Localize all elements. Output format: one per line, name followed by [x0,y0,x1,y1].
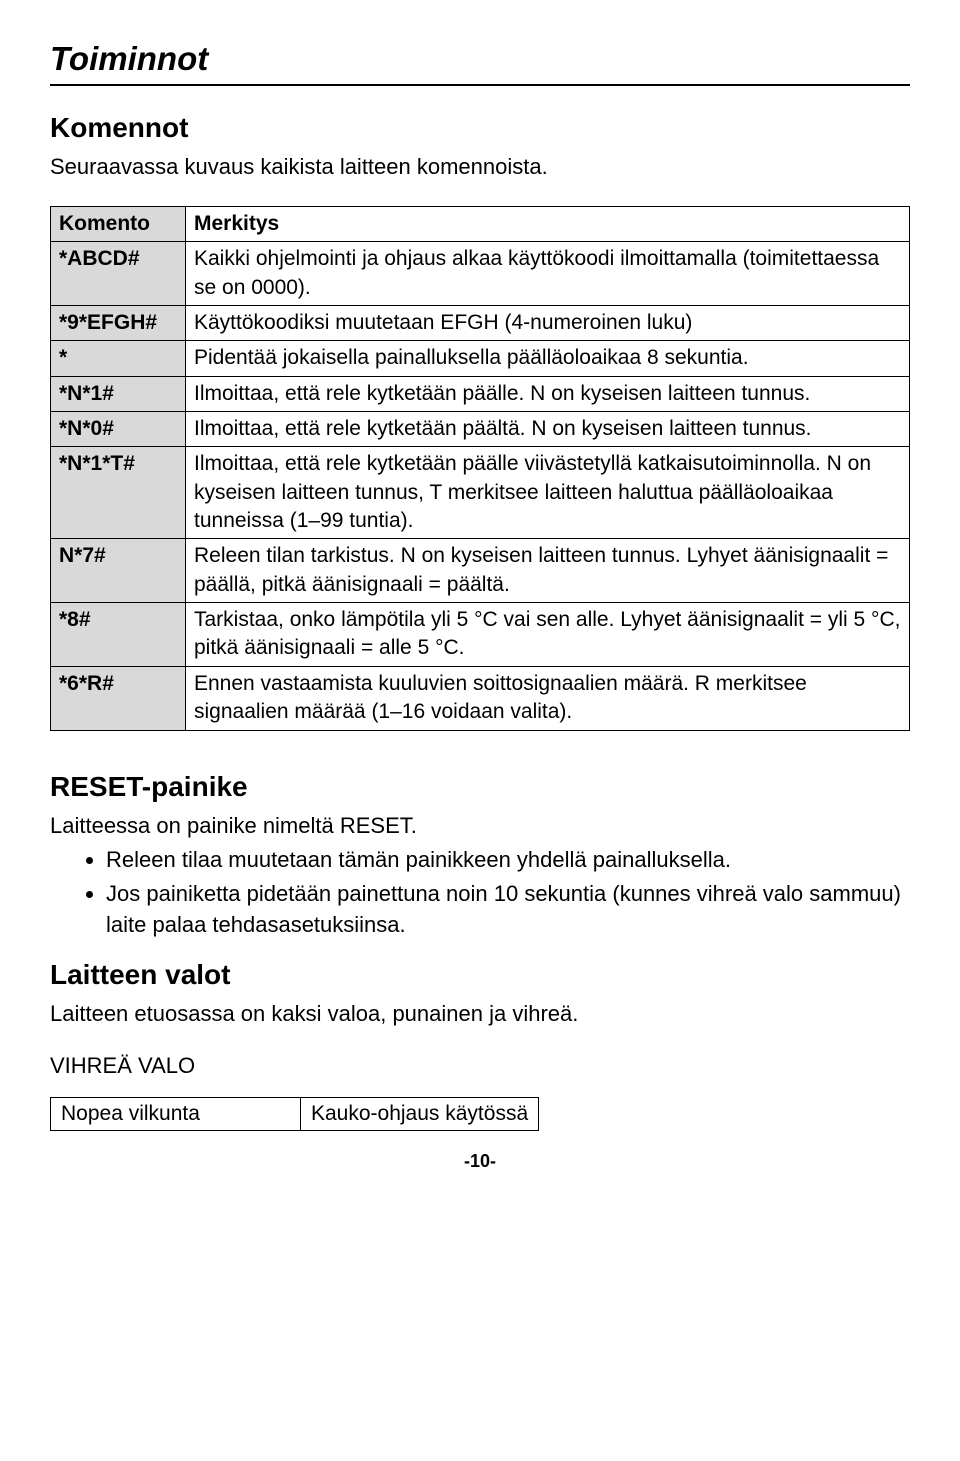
cmd-key: *N*1# [51,376,186,411]
cmd-key: *N*0# [51,412,186,447]
list-item: Releen tilaa muutetaan tämän painikkeen … [106,845,910,876]
commands-intro: Seuraavassa kuvaus kaikista laitteen kom… [50,154,910,180]
light-meaning: Kauko-ohjaus käytössä [301,1097,539,1130]
table-row: N*7# Releen tilan tarkistus. N on kyseis… [51,539,910,603]
cmd-key: *6*R# [51,666,186,730]
cmd-val: Käyttökoodiksi muutetaan EFGH (4-numeroi… [186,306,910,341]
cmd-val: Ennen vastaamista kuuluvien soittosignaa… [186,666,910,730]
page-number: -10- [50,1151,910,1172]
reset-bullets: Releen tilaa muutetaan tämän painikkeen … [50,845,910,941]
green-light-label: VIHREÄ VALO [50,1053,910,1079]
reset-heading: RESET-painike [50,771,910,803]
commands-table: Komento Merkitys *ABCD# Kaikki ohjelmoin… [50,206,910,731]
table-row: *8# Tarkistaa, onko lämpötila yli 5 °C v… [51,603,910,667]
reset-intro: Laitteessa on painike nimeltä RESET. [50,813,910,839]
table-row: *ABCD# Kaikki ohjelmointi ja ohjaus alka… [51,242,910,306]
cmd-val: Tarkistaa, onko lämpötila yli 5 °C vai s… [186,603,910,667]
lights-intro: Laitteen etuosassa on kaksi valoa, punai… [50,1001,910,1027]
table-header-key: Komento [51,207,186,242]
light-state: Nopea vilkunta [51,1097,301,1130]
table-row: *N*1# Ilmoittaa, että rele kytketään pää… [51,376,910,411]
table-header-val: Merkitys [186,207,910,242]
cmd-key: *9*EFGH# [51,306,186,341]
table-row: *6*R# Ennen vastaamista kuuluvien soitto… [51,666,910,730]
table-row: *N*0# Ilmoittaa, että rele kytketään pää… [51,412,910,447]
table-row: *9*EFGH# Käyttökoodiksi muutetaan EFGH (… [51,306,910,341]
title-rule [50,84,910,86]
commands-heading: Komennot [50,112,910,144]
cmd-val: Ilmoittaa, että rele kytketään päälle vi… [186,447,910,539]
lights-heading: Laitteen valot [50,959,910,991]
table-row: * Pidentää jokaisella painalluksella pää… [51,341,910,376]
cmd-val: Releen tilan tarkistus. N on kyseisen la… [186,539,910,603]
cmd-key: *8# [51,603,186,667]
cmd-val: Ilmoittaa, että rele kytketään päältä. N… [186,412,910,447]
cmd-key: N*7# [51,539,186,603]
cmd-key: * [51,341,186,376]
green-light-table: Nopea vilkunta Kauko-ohjaus käytössä [50,1097,539,1131]
table-row: *N*1*T# Ilmoittaa, että rele kytketään p… [51,447,910,539]
cmd-val: Ilmoittaa, että rele kytketään päälle. N… [186,376,910,411]
section-title: Toiminnot [50,40,910,78]
list-item: Jos painiketta pidetään painettuna noin … [106,879,910,941]
cmd-key: *ABCD# [51,242,186,306]
cmd-key: *N*1*T# [51,447,186,539]
cmd-val: Pidentää jokaisella painalluksella pääll… [186,341,910,376]
cmd-val: Kaikki ohjelmointi ja ohjaus alkaa käytt… [186,242,910,306]
